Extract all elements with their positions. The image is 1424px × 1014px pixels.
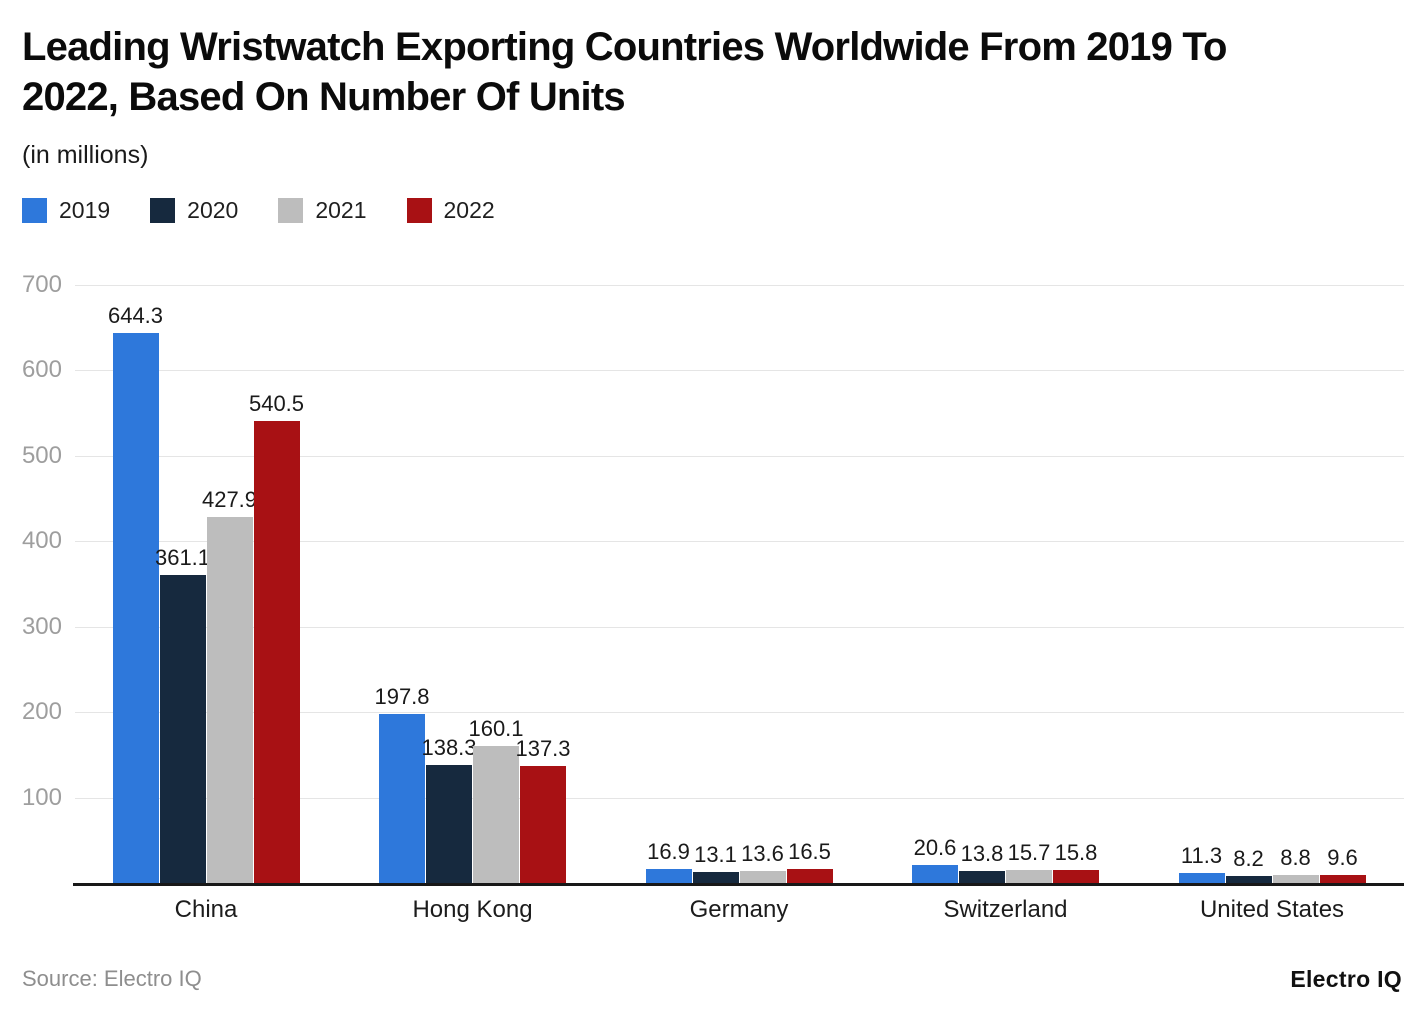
legend-swatch-2022 bbox=[406, 198, 432, 223]
y-axis-tick-600: 600 bbox=[21, 356, 62, 384]
bar-hong-kong-2020 bbox=[426, 764, 472, 883]
value-label-china-2020: 361.1 bbox=[154, 544, 211, 570]
chart-title-line2: 2022, Based On Number Of Units bbox=[22, 75, 626, 120]
x-axis-line bbox=[73, 883, 1404, 886]
bar-germany-2021 bbox=[739, 871, 786, 883]
legend-swatch-2019 bbox=[22, 198, 47, 223]
bar-switzerland-2019 bbox=[912, 865, 958, 883]
value-label-germany-2021: 13.6 bbox=[741, 841, 784, 867]
value-label-hong-kong-2021: 160.1 bbox=[468, 716, 524, 742]
bar-switzerland-2020 bbox=[959, 871, 1005, 883]
x-axis-label-germany: Germany bbox=[689, 896, 789, 923]
y-axis-tick-500: 500 bbox=[21, 441, 62, 469]
legend-swatch-2021 bbox=[278, 198, 304, 223]
legend-label-2022: 2022 bbox=[443, 197, 495, 223]
legend-label-2021: 2021 bbox=[315, 197, 367, 223]
legend-item-2019: 2019 bbox=[22, 197, 110, 224]
value-label-germany-2020: 13.1 bbox=[694, 841, 737, 867]
legend-item-2022: 2022 bbox=[406, 197, 495, 224]
value-label-germany-2022: 16.5 bbox=[788, 838, 831, 864]
source-text: Source: Electro IQ bbox=[22, 966, 202, 991]
value-label-hong-kong-2019: 197.8 bbox=[374, 684, 430, 710]
gridline-100 bbox=[75, 797, 1404, 799]
legend-item-2021: 2021 bbox=[278, 197, 367, 224]
value-label-united-states-2020: 8.2 bbox=[1233, 845, 1264, 871]
legend-label-2019: 2019 bbox=[59, 197, 111, 223]
bar-united-states-2021 bbox=[1272, 875, 1319, 883]
chart-title-line1: Leading Wristwatch Exporting Countries W… bbox=[22, 25, 1227, 69]
bar-germany-2019 bbox=[645, 868, 692, 883]
legend-swatch-2020 bbox=[150, 198, 176, 223]
value-label-switzerland-2022: 15.8 bbox=[1054, 839, 1098, 865]
bar-germany-2022 bbox=[786, 868, 833, 883]
value-label-switzerland-2020: 13.8 bbox=[960, 841, 1004, 867]
bar-switzerland-2022 bbox=[1053, 869, 1099, 883]
gridline-200 bbox=[75, 712, 1404, 714]
y-axis-tick-700: 700 bbox=[21, 271, 62, 298]
y-axis-tick-200: 200 bbox=[21, 698, 62, 726]
bar-china-2022 bbox=[253, 421, 300, 883]
value-label-united-states-2021: 8.8 bbox=[1280, 845, 1311, 871]
bar-hong-kong-2021 bbox=[473, 746, 519, 883]
y-axis-tick-400: 400 bbox=[21, 527, 62, 555]
bar-china-2019 bbox=[112, 332, 159, 883]
gridline-500 bbox=[75, 455, 1404, 457]
bar-united-states-2022 bbox=[1319, 874, 1366, 883]
gridline-700 bbox=[75, 285, 1404, 286]
value-label-united-states-2022: 9.6 bbox=[1327, 844, 1358, 870]
y-axis-tick-100: 100 bbox=[21, 783, 62, 811]
gridline-400 bbox=[75, 541, 1404, 543]
bar-hong-kong-2022 bbox=[520, 765, 566, 883]
x-axis-label-china: China bbox=[174, 896, 238, 923]
bar-united-states-2019 bbox=[1178, 873, 1225, 883]
y-axis-tick-300: 300 bbox=[21, 612, 62, 640]
value-label-china-2022: 540.5 bbox=[248, 391, 305, 417]
value-label-hong-kong-2022: 137.3 bbox=[515, 735, 571, 761]
bar-china-2020 bbox=[159, 574, 206, 883]
chart-subtitle: (in millions) bbox=[22, 141, 149, 169]
value-label-china-2019: 644.3 bbox=[107, 302, 164, 328]
value-label-china-2021: 427.9 bbox=[201, 487, 258, 513]
legend-item-2020: 2020 bbox=[150, 197, 238, 224]
brand-logo: Electro IQ bbox=[1290, 966, 1402, 992]
x-axis-label-switzerland: Switzerland bbox=[943, 896, 1068, 923]
value-label-switzerland-2021: 15.7 bbox=[1007, 839, 1051, 865]
legend-label-2020: 2020 bbox=[187, 197, 239, 223]
bar-hong-kong-2019 bbox=[379, 714, 425, 883]
x-axis-label-united-states: United States bbox=[1199, 896, 1345, 923]
gridline-600 bbox=[75, 370, 1404, 372]
bar-switzerland-2021 bbox=[1006, 869, 1052, 883]
value-label-switzerland-2019: 20.6 bbox=[913, 835, 957, 861]
value-label-hong-kong-2020: 138.3 bbox=[421, 734, 477, 760]
gridline-300 bbox=[75, 626, 1404, 628]
bar-germany-2020 bbox=[692, 871, 739, 883]
bar-china-2021 bbox=[206, 517, 253, 883]
bar-united-states-2020 bbox=[1225, 875, 1272, 883]
value-label-united-states-2019: 11.3 bbox=[1180, 843, 1223, 869]
chart-title: Leading Wristwatch Exporting Countries W… bbox=[22, 22, 1362, 123]
x-axis-label-hong-kong: Hong Kong bbox=[412, 896, 533, 923]
legend: 2019 2020 2021 2022 bbox=[22, 197, 495, 224]
value-label-germany-2019: 16.9 bbox=[647, 838, 690, 864]
